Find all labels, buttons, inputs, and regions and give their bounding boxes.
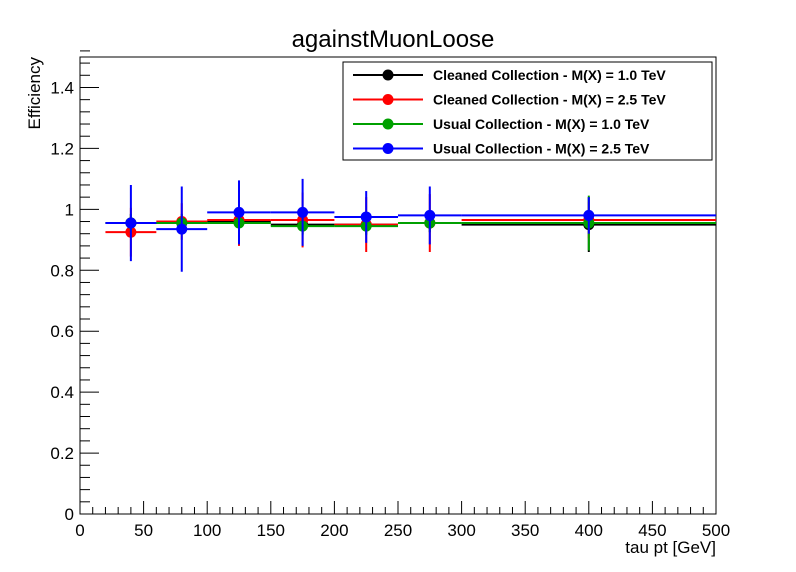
y-tick-label: 1 xyxy=(65,200,74,219)
x-tick-label: 0 xyxy=(75,521,84,540)
y-tick-label: 0.6 xyxy=(50,322,74,341)
x-tick-label: 500 xyxy=(702,521,730,540)
x-tick-label: 150 xyxy=(257,521,285,540)
y-tick-label: 0.4 xyxy=(50,383,74,402)
data-point xyxy=(424,209,436,221)
legend: Cleaned Collection - M(X) = 1.0 TeV Clean… xyxy=(342,61,713,161)
legend-label: Usual Collection - M(X) = 1.0 TeV xyxy=(433,116,650,132)
data-point xyxy=(176,223,188,235)
legend-label: Usual Collection - M(X) = 2.5 TeV xyxy=(433,141,650,157)
legend-marker xyxy=(382,69,394,81)
y-tick-label: 1.2 xyxy=(50,139,74,158)
legend-label: Cleaned Collection - M(X) = 2.5 TeV xyxy=(433,92,666,108)
x-tick-label: 450 xyxy=(638,521,666,540)
x-tick-label: 400 xyxy=(575,521,603,540)
x-tick-label: 300 xyxy=(447,521,475,540)
x-tick-label: 350 xyxy=(511,521,539,540)
y-axis: 0 0.2 0.4 0.6 0.8 1 1.2 1.4 xyxy=(50,50,99,524)
y-tick-label: 0 xyxy=(65,505,74,524)
x-tick-label: 250 xyxy=(384,521,412,540)
y-tick-label: 1.4 xyxy=(50,78,74,97)
y-tick-label: 0.8 xyxy=(50,261,74,280)
x-tick-label: 200 xyxy=(320,521,348,540)
data-point xyxy=(297,206,309,218)
x-axis: 0 50 100 150 200 250 300 350 400 450 500 xyxy=(75,501,730,540)
series-3 xyxy=(105,178,716,272)
data-point xyxy=(583,209,595,221)
data-point xyxy=(233,206,245,218)
legend-marker xyxy=(382,143,394,154)
chart-title: againstMuonLoose xyxy=(292,26,495,53)
legend-marker xyxy=(382,118,394,130)
series-layer xyxy=(105,178,716,272)
y-axis-title: Efficiency xyxy=(25,57,44,130)
x-axis-title: tau pt [GeV] xyxy=(625,538,716,557)
x-tick-label: 100 xyxy=(193,521,221,540)
legend-marker xyxy=(382,94,394,105)
legend-box xyxy=(342,61,713,161)
data-point xyxy=(125,217,137,229)
data-point xyxy=(360,211,372,223)
y-tick-label: 0.2 xyxy=(50,444,74,463)
legend-label: Cleaned Collection - M(X) = 1.0 TeV xyxy=(433,67,666,83)
x-tick-label: 50 xyxy=(134,521,153,540)
